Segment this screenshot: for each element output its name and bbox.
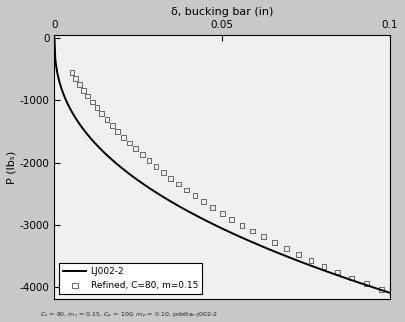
Refined, C=80, m=0.15 <box>104 117 110 122</box>
Refined, C=80, m=0.15 <box>69 70 75 75</box>
Text: $C_s$ = 80, $m_s$ = 0.15, $C_p$ = 100, $m_p$ = 0.10, pdelta$_s$-j002-2: $C_s$ = 80, $m_s$ = 0.15, $C_p$ = 100, $… <box>40 311 218 321</box>
Refined, C=80, m=0.15 <box>168 175 174 181</box>
LJ002-2 <box>52 36 57 40</box>
LJ002-2 <box>263 246 268 250</box>
X-axis label: δ, bucking bar (in): δ, bucking bar (in) <box>171 7 273 17</box>
Refined, C=80, m=0.15 <box>239 223 245 228</box>
LJ002-2 <box>92 141 97 145</box>
Refined, C=80, m=0.15 <box>308 258 314 263</box>
LJ002-2 <box>185 209 190 213</box>
Refined, C=80, m=0.15 <box>146 158 152 163</box>
Refined, C=80, m=0.15 <box>76 82 83 87</box>
Refined, C=80, m=0.15 <box>120 135 127 140</box>
Refined, C=80, m=0.15 <box>175 182 182 187</box>
Refined, C=80, m=0.15 <box>133 146 139 151</box>
Refined, C=80, m=0.15 <box>348 275 355 280</box>
Refined, C=80, m=0.15 <box>85 93 91 99</box>
Refined, C=80, m=0.15 <box>80 88 87 93</box>
Refined, C=80, m=0.15 <box>160 170 166 175</box>
Refined, C=80, m=0.15 <box>153 164 159 169</box>
Refined, C=80, m=0.15 <box>271 240 278 245</box>
Refined, C=80, m=0.15 <box>109 123 115 128</box>
Refined, C=80, m=0.15 <box>209 205 216 210</box>
Legend: LJ002-2, Refined, C=80, m=0.15: LJ002-2, Refined, C=80, m=0.15 <box>59 263 202 294</box>
Refined, C=80, m=0.15 <box>126 140 133 146</box>
Refined, C=80, m=0.15 <box>183 187 190 193</box>
Refined, C=80, m=0.15 <box>200 199 207 204</box>
Refined, C=80, m=0.15 <box>321 264 327 269</box>
LJ002-2 <box>294 258 299 262</box>
Y-axis label: P (lbₛ): P (lbₛ) <box>7 150 17 184</box>
Refined, C=80, m=0.15 <box>115 129 121 134</box>
Refined, C=80, m=0.15 <box>94 105 100 110</box>
Refined, C=80, m=0.15 <box>378 287 385 292</box>
Refined, C=80, m=0.15 <box>335 270 341 275</box>
Refined, C=80, m=0.15 <box>295 252 302 257</box>
Refined, C=80, m=0.15 <box>260 234 266 240</box>
Refined, C=80, m=0.15 <box>363 281 370 286</box>
Refined, C=80, m=0.15 <box>228 217 235 222</box>
LJ002-2 <box>296 259 301 263</box>
Refined, C=80, m=0.15 <box>89 99 96 104</box>
LJ002-2 <box>161 195 166 199</box>
Refined, C=80, m=0.15 <box>249 228 256 233</box>
Refined, C=80, m=0.15 <box>72 76 79 81</box>
Refined, C=80, m=0.15 <box>192 193 198 198</box>
Refined, C=80, m=0.15 <box>99 111 105 116</box>
LJ002-2 <box>387 291 392 295</box>
Refined, C=80, m=0.15 <box>283 246 290 251</box>
Refined, C=80, m=0.15 <box>139 152 146 157</box>
Refined, C=80, m=0.15 <box>219 211 226 216</box>
Line: LJ002-2: LJ002-2 <box>54 38 390 293</box>
